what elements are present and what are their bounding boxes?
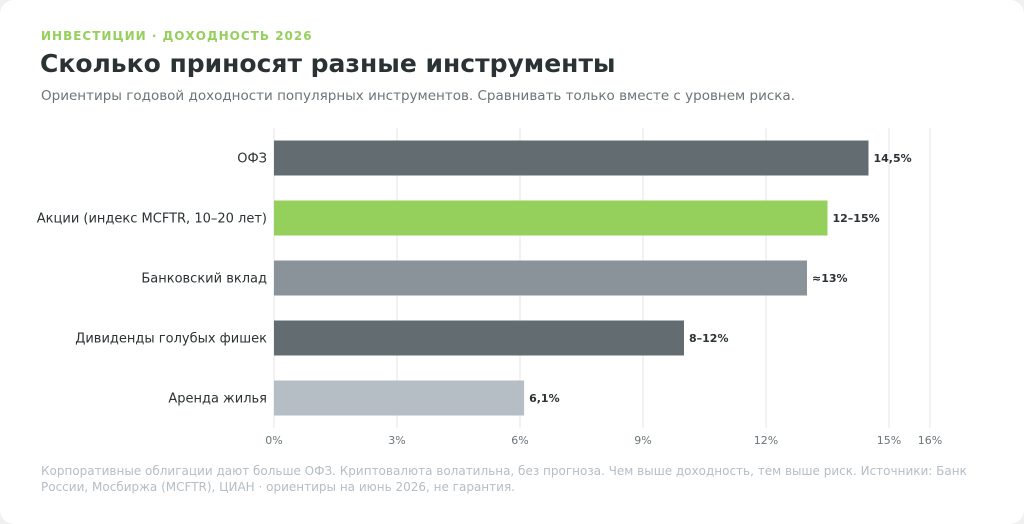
value-label: 6,1% xyxy=(529,392,560,405)
bar xyxy=(274,140,869,176)
x-tick-label: 0% xyxy=(265,434,282,447)
x-tick-label: 12% xyxy=(754,434,778,447)
bar xyxy=(274,320,684,356)
x-tick-label: 15% xyxy=(877,434,901,447)
y-tick-label: ОФЗ xyxy=(237,152,267,167)
footnote: Корпоративные облигации дают больше ОФЗ.… xyxy=(41,464,967,494)
y-tick-label: Аренда жилья xyxy=(168,392,267,407)
value-label: 12–15% xyxy=(833,212,880,225)
chart-title: Сколько приносят разные инструменты xyxy=(40,49,616,78)
chart-subtitle: Ориентиры годовой доходности популярных … xyxy=(41,88,795,104)
value-label: ≈13% xyxy=(812,272,848,285)
eyebrow: ИНВЕСТИЦИИ · ДОХОДНОСТЬ 2026 xyxy=(41,29,313,43)
bar xyxy=(274,260,807,296)
x-tick-label: 3% xyxy=(388,434,405,447)
y-tick-label: Акции (индекс MCFTR, 10–20 лет) xyxy=(37,212,267,227)
y-tick-label: Банковский вклад xyxy=(141,272,267,287)
y-tick-label: Дивиденды голубых фишек xyxy=(75,332,267,347)
x-tick-label: 9% xyxy=(634,434,651,447)
value-label: 14,5% xyxy=(874,152,912,165)
x-tick-label: 16% xyxy=(918,434,942,447)
x-tick-label: 6% xyxy=(511,434,528,447)
chart: 0% 3% 6% 9% 12% 15% 16% ОФЗ 14,5% Акции (индекс M… xyxy=(37,128,942,447)
bar xyxy=(274,380,525,416)
value-label: 8–12% xyxy=(689,332,728,345)
bar xyxy=(274,200,828,236)
